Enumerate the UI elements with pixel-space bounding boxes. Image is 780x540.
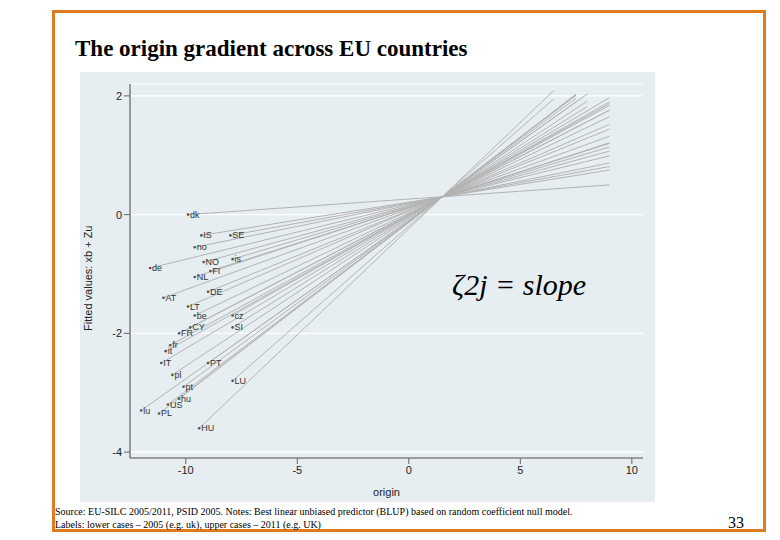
svg-text:FI: FI bbox=[212, 266, 220, 276]
svg-text:pl: pl bbox=[174, 370, 181, 380]
svg-text:dk: dk bbox=[190, 210, 200, 220]
svg-text:5: 5 bbox=[517, 464, 523, 476]
html-text:33: 33 bbox=[728, 514, 744, 531]
svg-text:AT: AT bbox=[165, 293, 176, 303]
svg-text:lu: lu bbox=[143, 406, 150, 416]
svg-text:CY: CY bbox=[192, 322, 205, 332]
svg-text:IT: IT bbox=[163, 358, 172, 368]
svg-text:0: 0 bbox=[116, 209, 122, 221]
svg-text:it: it bbox=[168, 346, 173, 356]
svg-text:NO: NO bbox=[205, 257, 220, 268]
svg-text:HU: HU bbox=[201, 423, 214, 433]
svg-text:PL: PL bbox=[161, 408, 172, 418]
svg-text:-2: -2 bbox=[112, 327, 122, 339]
svg-text:NL: NL bbox=[197, 272, 209, 282]
svg-text:SE: SE bbox=[232, 230, 244, 240]
html-text:Labels: lower cases – 2005 (e.: Labels: lower cases – 2005 (e.g. uk), up… bbox=[55, 519, 321, 530]
html-text:Source: EU-SILC 2005/2011, PSI: Source: EU-SILC 2005/2011, PSID 2005. No… bbox=[55, 506, 573, 517]
svg-text:no: no bbox=[197, 242, 207, 252]
svg-text:origin: origin bbox=[373, 486, 400, 498]
svg-text:IS: IS bbox=[203, 230, 212, 240]
svg-text:cz: cz bbox=[235, 311, 245, 321]
svg-text:-10: -10 bbox=[178, 464, 194, 476]
svg-text:SI: SI bbox=[235, 322, 244, 332]
svg-text:0: 0 bbox=[406, 464, 412, 476]
svg-text:is: is bbox=[235, 254, 242, 264]
svg-text:FR: FR bbox=[181, 328, 193, 338]
svg-text:de: de bbox=[152, 263, 162, 273]
svg-text:DE: DE bbox=[210, 287, 223, 297]
svg-text:pt: pt bbox=[186, 382, 194, 392]
svg-text:2: 2 bbox=[116, 90, 122, 102]
svg-text:Fitted values: xb + Zu: Fitted values: xb + Zu bbox=[82, 226, 94, 331]
svg-text:-5: -5 bbox=[292, 464, 302, 476]
svg-text:hu: hu bbox=[181, 394, 191, 404]
svg-text:10: 10 bbox=[626, 464, 638, 476]
svg-text:LU: LU bbox=[235, 376, 247, 386]
html-text:ζ2j = slope: ζ2j = slope bbox=[452, 268, 587, 301]
svg-text:PT: PT bbox=[210, 358, 222, 368]
svg-text:fr: fr bbox=[172, 340, 178, 350]
svg-text:-4: -4 bbox=[112, 446, 122, 458]
svg-text:US: US bbox=[169, 399, 183, 410]
svg-text:be: be bbox=[197, 311, 207, 321]
html-text:The origin gradient across EU: The origin gradient across EU countries bbox=[75, 36, 468, 61]
svg-text:LT: LT bbox=[190, 301, 200, 312]
